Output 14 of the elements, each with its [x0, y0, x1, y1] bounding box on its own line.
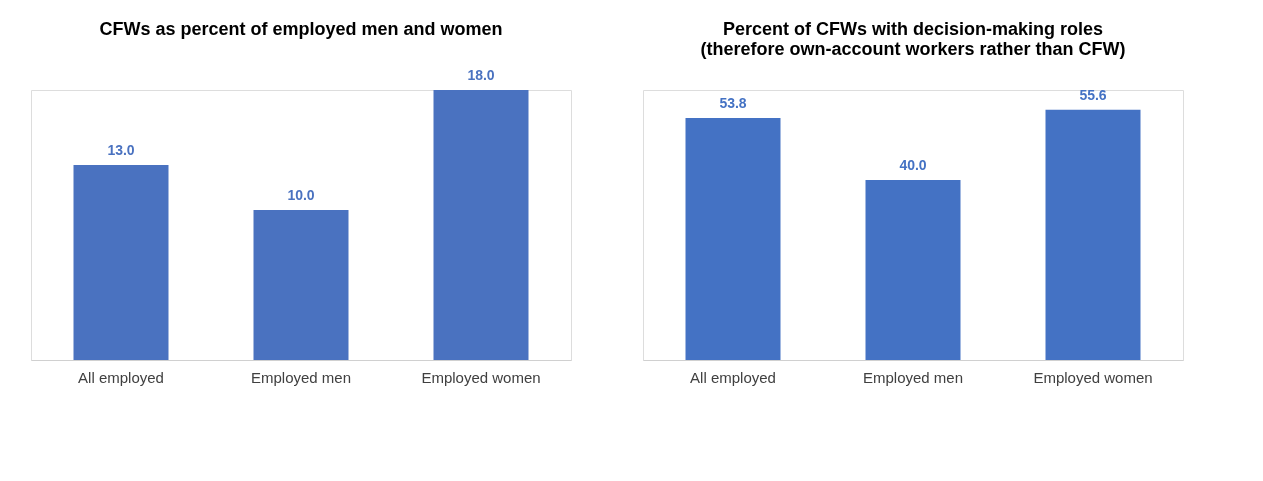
x-tick-label: All employed: [78, 368, 164, 386]
x-tick-label: Employed men: [250, 368, 352, 386]
data-label: 18.0: [467, 67, 495, 83]
data-label: 53.8: [719, 94, 747, 111]
chart-title: CFWs as percent of employed men and women: [99, 19, 503, 39]
data-label: 13.0: [107, 142, 135, 158]
data-label: 40.0: [899, 157, 927, 173]
x-tick-label: All employed: [690, 368, 776, 386]
data-label: 10.0: [287, 187, 315, 203]
x-tick-label: Employed men: [862, 368, 964, 386]
chart-title: Percent of CFWs with decision-making roles (therefore own-account workers rather than CFW): [700, 18, 1126, 59]
x-tick-label: Employed women: [1033, 368, 1153, 386]
data-label: 55.6: [1079, 86, 1107, 103]
x-tick-label: Employed women: [421, 368, 541, 386]
